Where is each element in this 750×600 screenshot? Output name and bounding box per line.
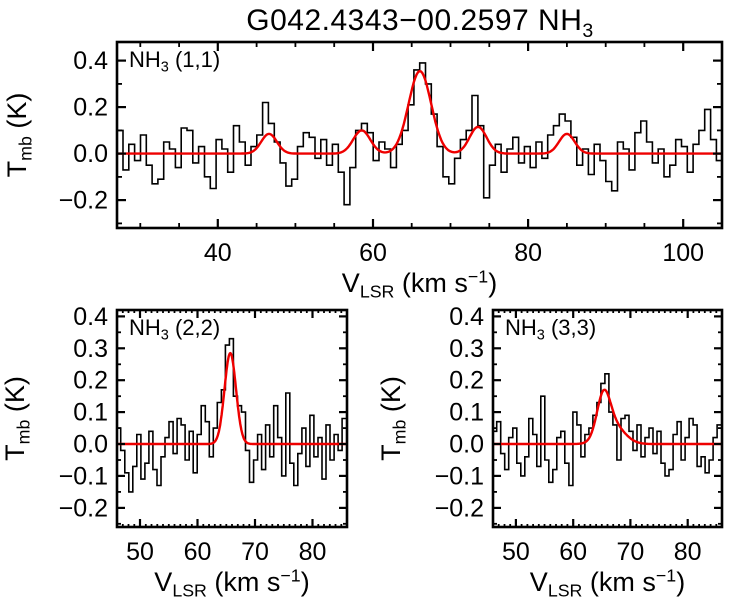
- y-axis-label-nh3-33: Tmb (K): [376, 376, 409, 461]
- y-tick-label-nh3-33: 0.2: [449, 367, 484, 395]
- panel-frame-nh3-22: [115, 308, 349, 529]
- panel-nh3-22: 50 60 70 80 −0.2 −0.1 0.0 0.1 0.2 0.3 0.4 VLSR (km …: [0, 303, 349, 600]
- panel-transition-label-nh3-22: NH3 (2,2): [129, 315, 220, 343]
- x-axis-label-nh3-11: VLSR (km s−1): [342, 266, 497, 301]
- y-tick-label-nh3-11: 0.0: [73, 140, 108, 168]
- x-tick-label-nh3-33: 60: [559, 538, 587, 566]
- figure-title-text: G042.4343−00.2597 NH: [246, 4, 583, 37]
- y-tick-label-nh3-33: 0.1: [449, 399, 484, 427]
- x-tick-label-nh3-33: 50: [502, 538, 530, 566]
- ticks-nh3-22: [116, 310, 348, 527]
- x-tick-label-nh3-11: 40: [204, 239, 232, 267]
- y-tick-label-nh3-33: 0.4: [449, 303, 484, 331]
- y-axis-label-nh3-11: Tmb (K): [2, 93, 35, 178]
- fit-curve-nh3-22: [117, 351, 347, 446]
- x-axis-label-nh3-33: VLSR (km s−1): [530, 565, 685, 600]
- x-tick-label-nh3-22: 70: [241, 538, 269, 566]
- y-tick-label-nh3-33: −0.2: [435, 494, 484, 522]
- histogram-spectrum-nh3-33: [493, 373, 722, 487]
- panel-nh3-11: 40 60 80 100 −0.2 0.0 0.2 0.4 VLSR (km s−1) Tmb (…: [2, 40, 724, 301]
- y-tick-label-nh3-22: −0.2: [59, 494, 108, 522]
- y-tick-label-nh3-22: 0.3: [73, 335, 108, 363]
- fit-curve-nh3-33: [493, 388, 722, 446]
- panel-frame-nh3-33: [491, 308, 724, 529]
- y-tick-label-nh3-11: −0.2: [59, 187, 108, 215]
- y-tick-label-nh3-22: 0.4: [73, 303, 108, 331]
- x-tick-label-nh3-11: 60: [359, 239, 387, 267]
- panel-transition-label-nh3-11: NH3 (1,1): [129, 47, 220, 75]
- y-tick-label-nh3-22: 0.1: [73, 399, 108, 427]
- x-tick-label-nh3-22: 50: [126, 538, 154, 566]
- y-tick-label-nh3-22: 0.0: [73, 431, 108, 459]
- y-tick-label-nh3-22: −0.1: [59, 462, 108, 490]
- y-tick-label-nh3-33: −0.1: [435, 462, 484, 490]
- y-tick-label-nh3-33: 0.3: [449, 335, 484, 363]
- y-tick-label-nh3-33: 0.0: [449, 431, 484, 459]
- y-tick-label-nh3-11: 0.2: [73, 94, 108, 122]
- panel-frame-nh3-11: [115, 40, 724, 230]
- histogram-spectrum-nh3-11: [117, 62, 722, 206]
- x-tick-label-nh3-33: 80: [674, 538, 702, 566]
- ticks-nh3-33: [492, 310, 723, 527]
- panel-transition-label-nh3-33: NH3 (3,3): [505, 315, 596, 343]
- ticks-nh3-11: [117, 42, 723, 228]
- y-axis-label-nh3-22: Tmb (K): [0, 376, 33, 461]
- x-tick-label-nh3-11: 100: [662, 239, 704, 267]
- x-tick-label-nh3-11: 80: [514, 239, 542, 267]
- y-tick-label-nh3-22: 0.2: [73, 367, 108, 395]
- panel-nh3-33: 50 60 70 80 −0.2 −0.1 0.0 0.1 0.2 0.3 0.4 VLSR (km …: [376, 303, 724, 600]
- figure-title: G042.4343−00.2597 NH3: [246, 4, 593, 43]
- figure-title-subscript: 3: [582, 19, 594, 42]
- x-tick-label-nh3-22: 80: [299, 538, 327, 566]
- x-tick-label-nh3-33: 70: [616, 538, 644, 566]
- fit-curve-nh3-11: [117, 69, 722, 155]
- x-axis-label-nh3-22: VLSR (km s−1): [154, 565, 309, 600]
- x-tick-label-nh3-22: 60: [184, 538, 212, 566]
- y-tick-label-nh3-11: 0.4: [73, 47, 108, 75]
- histogram-spectrum-nh3-22: [117, 337, 347, 493]
